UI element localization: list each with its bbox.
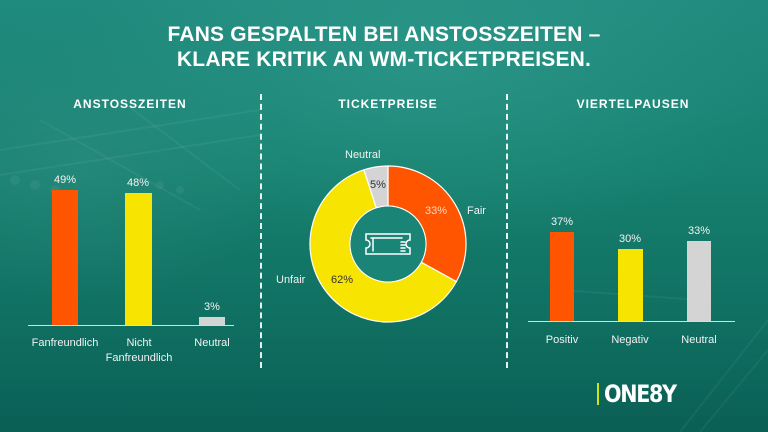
section-divider-left <box>260 94 262 368</box>
logo-accent-bar <box>597 383 599 405</box>
title-line-2: KLARE KRITIK AN WM-TICKETPREISEN. <box>176 48 592 71</box>
bar-label-nicht-fanfreundlich: Nicht Fanfreundlich <box>89 336 189 366</box>
bar-label-fanfreundlich: Fanfreundlich <box>31 337 99 349</box>
donut-label-unfair: Unfair <box>276 274 306 286</box>
donut-value-unfair: 62% <box>331 274 354 286</box>
bar-neutral <box>687 241 711 321</box>
donut-slice-fair <box>387 165 467 283</box>
bar-value-neutral: 33% <box>687 225 711 237</box>
donut-label-fair: Fair <box>467 205 486 217</box>
donut-label-neutral: Neutral <box>345 149 381 161</box>
x-axis-line <box>528 321 735 322</box>
bar-negativ <box>618 249 643 321</box>
bar-label-positiv: Positiv <box>545 334 579 346</box>
donut-slice-neutral <box>363 165 389 209</box>
bar-label-neutral: Neutral <box>681 334 717 346</box>
section-title-ticketpreise: TICKETPREISE <box>338 97 438 111</box>
bar-positiv <box>550 232 574 321</box>
section-title-anstosszeiten: ANSTOSSZEITEN <box>73 97 187 111</box>
bar-value-negativ: 30% <box>618 233 642 245</box>
donut-slice-unfair <box>309 169 458 323</box>
ticket-icon <box>365 233 411 255</box>
bar-value-nicht-fanfreundlich: 48% <box>126 177 150 189</box>
bar-fanfreundlich <box>52 190 78 325</box>
logo-text: ONE8Y <box>604 380 677 408</box>
bar-nicht-fanfreundlich <box>125 193 152 325</box>
donut-value-neutral: 5% <box>370 179 386 191</box>
x-axis-line <box>28 325 234 326</box>
section-title-viertelpausen: VIERTELPAUSEN <box>576 97 690 111</box>
page-title: FANS GESPALTEN BEI ANSTOSSZEITEN – KLARE… <box>0 22 768 72</box>
bar-label-neutral: Neutral <box>194 337 230 349</box>
bar-value-positiv: 37% <box>550 216 574 228</box>
bar-neutral <box>199 317 225 325</box>
bar-value-fanfreundlich: 49% <box>53 174 77 186</box>
bar-value-neutral: 3% <box>204 301 220 313</box>
ticketpreise-donut-chart <box>300 156 476 332</box>
one8y-logo: ONE8Y <box>597 379 687 409</box>
section-divider-right <box>506 94 508 368</box>
bar-label-negativ: Negativ <box>611 334 649 346</box>
donut-value-fair: 33% <box>425 205 448 217</box>
title-line-1: FANS GESPALTEN BEI ANSTOSSZEITEN – <box>167 23 601 46</box>
bar-label-line-2: Fanfreundlich <box>105 352 173 364</box>
bar-label-line-1: Nicht <box>126 337 152 349</box>
